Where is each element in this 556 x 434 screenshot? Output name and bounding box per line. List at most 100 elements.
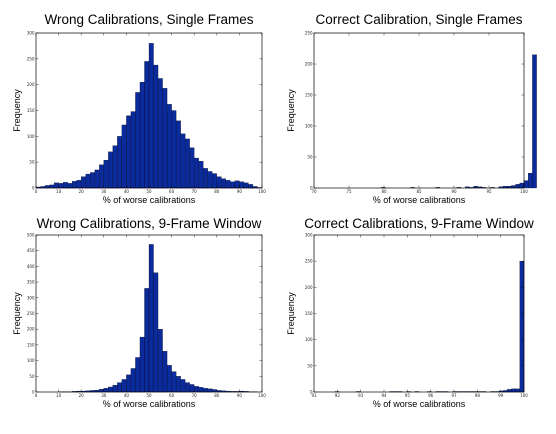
x-tick-label: 80 — [381, 189, 387, 194]
histogram-bar — [44, 185, 50, 189]
histogram-bar — [121, 124, 127, 189]
histogram-bar — [153, 272, 159, 393]
histogram-bar — [81, 176, 86, 189]
x-tick-label: 60 — [169, 189, 175, 194]
histogram-bar — [108, 151, 113, 189]
y-axis-label: Frequency — [12, 89, 22, 132]
chart-title: Correct Calibration, Single Frames — [315, 12, 522, 27]
y-tick-label: 100 — [305, 337, 313, 342]
y-tick-label: 0 — [32, 186, 35, 191]
histogram-bar — [148, 43, 154, 189]
histogram-bar — [148, 244, 154, 393]
y-tick-label: 250 — [27, 311, 35, 316]
histogram-bar — [135, 92, 141, 189]
y-tick-label: 300 — [305, 233, 313, 238]
y-tick-label: 200 — [27, 327, 35, 332]
x-tick-label: 100 — [520, 393, 528, 398]
x-tick-label: 85 — [416, 189, 422, 194]
histogram-bar — [126, 115, 132, 189]
x-tick-label: 30 — [101, 393, 107, 398]
histogram-bar — [90, 172, 95, 189]
histogram-bar — [58, 183, 64, 189]
histogram-bar — [523, 180, 529, 189]
x-tick-label: 70 — [192, 393, 198, 398]
x-tick-label: 90 — [237, 393, 243, 398]
x-tick-label: 20 — [79, 393, 85, 398]
histogram-bar — [175, 376, 181, 393]
plot-frame — [313, 32, 525, 189]
x-tick-label: 20 — [79, 189, 85, 194]
histogram-bar — [511, 185, 516, 189]
histogram-bar — [507, 389, 512, 393]
chart-title: Correct Calibrations, 9-Frame Window — [304, 216, 534, 231]
y-tick-label: 200 — [27, 82, 35, 87]
histogram-bar — [144, 288, 150, 393]
x-axis-label: % of worse calibrations — [373, 195, 466, 205]
x-tick-label: 90 — [237, 189, 243, 194]
x-tick-label: 95 — [405, 393, 411, 398]
x-tick-label: 95 — [486, 189, 492, 194]
histogram-bar — [166, 365, 172, 393]
x-tick-label: 93 — [358, 393, 364, 398]
histogram-bar — [234, 180, 240, 189]
histogram-bar — [144, 61, 150, 189]
histogram-bar — [515, 388, 520, 393]
histogram-bar — [53, 182, 59, 189]
histogram-bar — [212, 173, 217, 189]
y-tick-label: 250 — [305, 31, 313, 36]
x-tick-label: 94 — [381, 393, 387, 398]
histogram-bar — [166, 104, 172, 189]
histogram-bar — [108, 386, 113, 393]
histogram-bar — [185, 382, 190, 393]
y-tick-label: 200 — [305, 62, 313, 67]
histogram-bar — [180, 133, 186, 189]
x-tick-label: 75 — [346, 189, 352, 194]
x-tick-label: 50 — [146, 393, 152, 398]
y-tick-label: 300 — [27, 295, 35, 300]
histogram-bar — [103, 388, 109, 393]
x-tick-label: 30 — [101, 189, 107, 194]
histogram-bar — [175, 120, 181, 189]
histogram-bar — [130, 368, 136, 393]
histogram-bar — [67, 183, 73, 189]
histogram-bar — [203, 168, 208, 189]
histogram-bar — [532, 54, 537, 189]
chart-panel-3: 0 10 20 30 40 50 60 70 80 90 100050100150200250300… — [12, 216, 266, 409]
histogram-bar — [194, 386, 199, 393]
histogram-bar — [112, 384, 118, 393]
chart-title: Wrong Calibrations, 9-Frame Window — [37, 216, 262, 231]
y-tick-label: 250 — [305, 259, 313, 264]
x-tick-label: 80 — [214, 393, 220, 398]
y-tick-label: 150 — [305, 311, 313, 316]
histogram-bar — [157, 329, 163, 393]
x-tick-label: 70 — [192, 189, 198, 194]
histogram-bar — [519, 261, 525, 393]
y-tick-label: 50 — [29, 374, 35, 379]
histogram-bar — [157, 78, 163, 189]
histogram-bar — [171, 110, 177, 189]
histogram-bar — [85, 173, 91, 189]
y-tick-label: 100 — [305, 124, 313, 129]
histogram-bar — [185, 138, 190, 189]
y-tick-label: 300 — [27, 31, 35, 36]
x-tick-label: 60 — [169, 393, 175, 398]
histogram-bar — [198, 387, 204, 393]
y-tick-label: 450 — [27, 248, 35, 253]
x-tick-label: 99 — [498, 393, 504, 398]
histogram-bar — [180, 379, 186, 393]
histogram-bar — [528, 172, 533, 189]
x-axis-label: % of worse calibrations — [373, 399, 466, 409]
histogram-bar — [515, 184, 520, 189]
x-tick-label: 50 — [146, 189, 152, 194]
histogram-bar — [171, 371, 177, 393]
histogram-bar — [135, 357, 141, 393]
x-tick-label: 100 — [258, 393, 266, 398]
histogram-bar — [207, 388, 213, 393]
y-tick-label: 150 — [27, 342, 35, 347]
histogram-bar — [194, 157, 199, 189]
histogram-bar — [117, 382, 123, 393]
histogram-bar — [139, 336, 145, 393]
chart-panel-1: 0 10 20 30 40 50 60 70 80 90 100050100150200250300… — [12, 12, 266, 205]
y-tick-label: 250 — [27, 56, 35, 61]
